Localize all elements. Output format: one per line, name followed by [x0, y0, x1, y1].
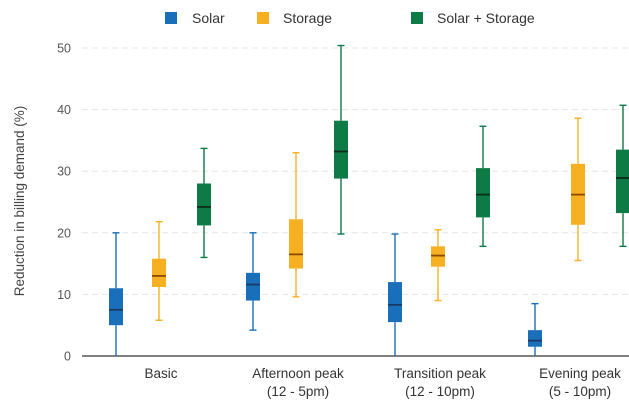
plot-area: [109, 44, 629, 356]
legend-swatch: [257, 12, 269, 24]
box-solar-1: [246, 232, 260, 331]
gridlines: [82, 47, 629, 295]
box-solar-2: [388, 233, 402, 356]
box-solar-storage-0: [197, 147, 211, 259]
box-solar-0: [109, 232, 123, 356]
x-tick-label: (5 - 10pm): [549, 384, 611, 399]
box-solar-3: [528, 302, 542, 356]
box-iqr: [109, 288, 123, 326]
box-iqr: [152, 258, 166, 288]
box-iqr: [388, 282, 402, 323]
y-tick-label: 30: [57, 165, 71, 179]
box-storage-2: [431, 229, 445, 302]
box-storage-0: [152, 221, 166, 321]
box-iqr: [528, 330, 542, 347]
x-tick-label: Afternoon peak: [252, 366, 344, 381]
legend-swatch: [411, 12, 423, 24]
box-iqr: [616, 149, 629, 214]
y-axis-label: Reduction in billing demand (%): [12, 106, 27, 297]
axes: 0 10 20 30 40 50 Basic Afternoon peak (12 - 5pm)…: [57, 42, 629, 399]
y-tick-label: 40: [57, 103, 71, 117]
x-tick-label: Transition peak: [394, 366, 486, 381]
x-tick-label: (12 - 5pm): [267, 384, 329, 399]
box-solar-storage-2: [476, 125, 490, 248]
box-storage-1: [289, 152, 303, 298]
legend-label: Storage: [283, 10, 332, 26]
legend-label: Solar + Storage: [437, 10, 535, 26]
box-storage-3: [571, 117, 585, 262]
box-iqr: [476, 168, 490, 218]
legend-label: Solar: [192, 10, 225, 26]
y-tick-label: 10: [57, 288, 71, 302]
x-tick-label: Basic: [144, 366, 177, 381]
box-solar-storage-1: [334, 44, 348, 235]
box-iqr: [289, 219, 303, 269]
box-iqr: [431, 246, 445, 267]
x-tick-label: Evening peak: [539, 366, 621, 381]
legend: Solar Storage Solar + Storage: [165, 10, 535, 26]
box-iqr: [246, 272, 260, 301]
y-tick-label: 50: [57, 42, 71, 56]
legend-swatch: [165, 12, 177, 24]
box-solar-storage-3: [616, 104, 629, 248]
box-iqr: [334, 120, 348, 179]
y-tick-label: 20: [57, 226, 71, 240]
x-tick-label: (12 - 10pm): [405, 384, 475, 399]
box-iqr: [197, 183, 211, 226]
y-tick-label: 0: [64, 350, 71, 364]
